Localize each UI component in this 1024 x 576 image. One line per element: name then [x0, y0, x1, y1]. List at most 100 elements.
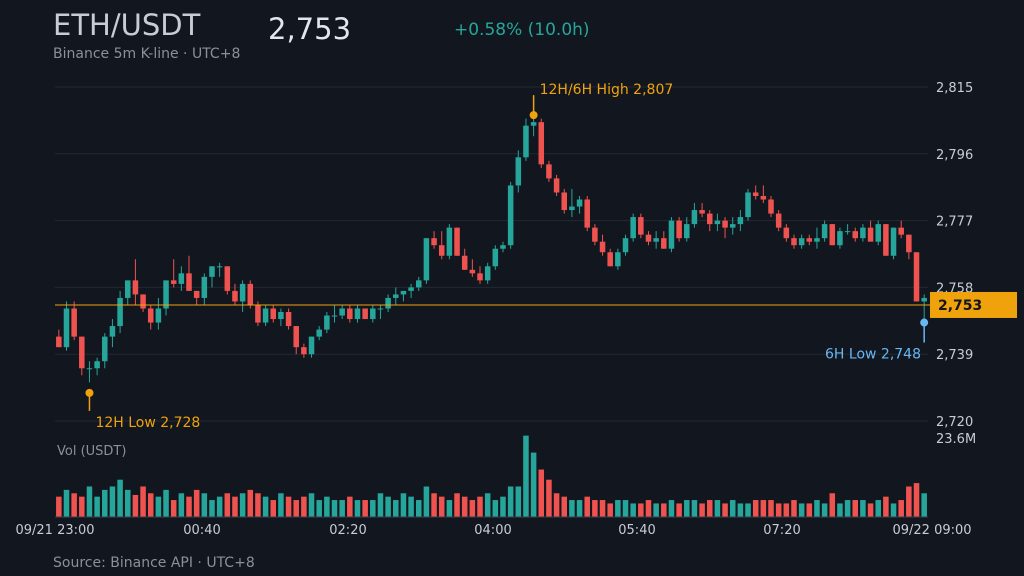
candle	[415, 276, 422, 291]
candle	[722, 217, 728, 239]
candle-body	[446, 227, 453, 256]
volume-bar	[684, 500, 690, 517]
candle-body	[630, 217, 636, 239]
volume-bar	[898, 500, 904, 517]
x-tick-label: 00:40	[183, 523, 220, 538]
candle-body	[438, 245, 445, 256]
candle	[500, 241, 506, 253]
volume-bar	[752, 500, 759, 517]
volume-bar	[607, 503, 613, 517]
volume-bar	[592, 500, 598, 517]
volume-bar	[308, 493, 315, 517]
candle-body	[469, 269, 476, 274]
volume-bar	[676, 503, 682, 517]
candle-body	[668, 220, 675, 249]
candle-body	[316, 329, 322, 337]
candle-body	[278, 312, 284, 320]
candle-body	[270, 308, 277, 320]
candle	[898, 220, 904, 239]
candle-body	[331, 315, 338, 317]
candle-body	[890, 227, 897, 256]
candle	[170, 259, 177, 288]
volume-bar	[232, 496, 238, 517]
volume-bar	[216, 496, 223, 517]
candle-body	[837, 231, 843, 246]
candle	[232, 283, 238, 305]
candle	[653, 231, 659, 249]
candle	[163, 280, 169, 316]
candle-body	[224, 266, 231, 291]
candle	[515, 150, 522, 193]
candle	[423, 238, 430, 284]
volume-bar	[546, 479, 552, 517]
volume-bar	[354, 500, 361, 517]
candle-body	[293, 326, 299, 348]
candle-body	[684, 224, 690, 239]
candle	[691, 203, 698, 228]
candle	[875, 220, 881, 246]
candle-body	[155, 308, 162, 323]
candle-body	[140, 294, 146, 309]
candle-body	[844, 231, 851, 233]
high-label: 12H/6H High 2,807	[540, 82, 674, 98]
candle-body	[132, 280, 139, 295]
candle	[71, 301, 77, 341]
x-tick-label: 07:20	[763, 523, 800, 538]
y-tick-label: 2,777	[936, 215, 973, 230]
volume-bar	[201, 493, 208, 517]
candle-body	[461, 255, 468, 270]
volume-bar	[530, 452, 537, 517]
volume-bar	[247, 489, 254, 517]
candle	[844, 224, 851, 235]
volume-bar	[63, 489, 70, 517]
candles[interactable]	[56, 115, 927, 383]
current-price: 2,753	[268, 12, 352, 46]
candle	[546, 160, 552, 182]
volume-bar	[362, 500, 368, 517]
candle-body	[163, 280, 169, 309]
volume-bar	[798, 503, 805, 517]
candle-body	[178, 273, 185, 284]
candle	[347, 304, 353, 323]
candle-body	[423, 238, 430, 281]
candle-body	[875, 224, 881, 242]
volume-bar	[913, 483, 920, 517]
candle	[867, 220, 874, 242]
volume-bar	[431, 493, 437, 517]
candle-body	[385, 297, 391, 309]
candle-body	[768, 199, 774, 214]
volume-bar	[791, 500, 797, 517]
candle	[393, 287, 399, 305]
candle	[270, 304, 277, 323]
volume-bar	[507, 486, 514, 517]
volume-bar	[423, 486, 430, 517]
candle	[890, 227, 897, 260]
volume-bar	[768, 500, 774, 517]
candle-body	[71, 308, 77, 337]
volume-bar	[178, 493, 185, 517]
candle-body	[454, 227, 460, 256]
volume-bar	[132, 494, 139, 517]
x-tick-label: 02:20	[329, 523, 366, 538]
candle	[783, 224, 790, 242]
candle	[561, 188, 568, 214]
candle-body	[745, 192, 751, 218]
candle-body	[201, 276, 208, 298]
candle	[79, 336, 85, 376]
volume-bar	[331, 500, 338, 517]
candle	[86, 361, 93, 383]
y-tick-label: 2,720	[936, 415, 973, 430]
candle-body	[339, 308, 345, 316]
volume-bar	[829, 493, 836, 517]
candle-body	[561, 192, 568, 211]
low12h-label: 12H Low 2,728	[95, 415, 200, 431]
candle	[469, 259, 476, 277]
time-axis: 09/21 23:00 00:40 02:20 04:00 05:40 07:20 09/2…	[15, 523, 971, 538]
price-change: +0.58% (10.0h)	[454, 20, 590, 40]
candle-body	[645, 234, 652, 242]
volume-bar	[477, 496, 483, 517]
volume-bar	[599, 500, 606, 517]
candle-body	[301, 347, 307, 355]
volume-bar	[615, 500, 621, 517]
